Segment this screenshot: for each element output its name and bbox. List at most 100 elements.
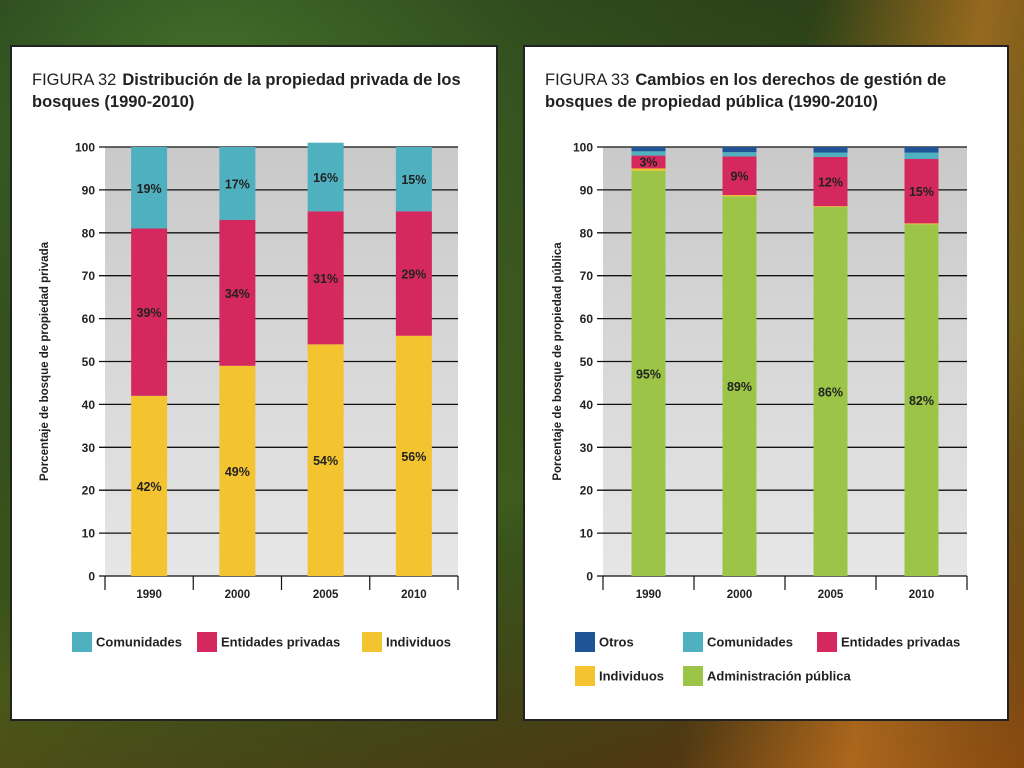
data-label: 89% — [727, 380, 752, 394]
legend-swatch — [575, 666, 595, 686]
x-tick-label: 2010 — [909, 589, 935, 601]
legend-label: Otros — [599, 634, 634, 650]
legend-item: Otros — [575, 632, 634, 652]
legend-label: Individuos — [386, 634, 451, 650]
legend-item: Entidades privadas — [817, 632, 960, 652]
data-label: 42% — [137, 480, 162, 494]
data-label: 49% — [225, 465, 250, 479]
x-tick-label: 2000 — [225, 589, 251, 601]
y-tick-label: 50 — [580, 355, 594, 369]
y-tick-label: 50 — [82, 355, 96, 369]
legend-swatch — [683, 632, 703, 652]
bar-segment — [131, 228, 168, 396]
x-tick-label: 2000 — [727, 589, 753, 601]
figure-32-panel: FIGURA 32 Distribución de la propiedad pr… — [10, 45, 498, 721]
y-tick-label: 100 — [75, 141, 95, 155]
figure-32-title: FIGURA 32 Distribución de la propiedad pr… — [32, 69, 482, 113]
data-label: 17% — [225, 177, 250, 191]
data-label: 15% — [909, 185, 934, 199]
legend-label: Individuos — [599, 668, 664, 684]
y-tick-label: 80 — [82, 226, 96, 240]
bar-segment — [395, 147, 432, 212]
figure-33-panel: FIGURA 33 Cambios en los derechos de gest… — [523, 45, 1009, 721]
legend-label: Administración pública — [707, 668, 851, 684]
legend-swatch — [72, 632, 92, 652]
legend-swatch — [197, 632, 217, 652]
y-tick-label: 100 — [573, 141, 593, 155]
y-tick-label: 30 — [580, 441, 594, 455]
legend-item: Individuos — [362, 632, 451, 652]
figure-33-chart: 0 10 20 30 40 50 60 70 80 90 100 1990 2000 2005 2010 95… — [552, 141, 968, 601]
y-axis-label: Porcentaje de bosque de propiedad privad… — [39, 241, 51, 481]
y-tick-label: 60 — [82, 312, 96, 326]
x-tick-label: 1990 — [636, 589, 662, 601]
data-label: 19% — [137, 182, 162, 196]
y-tick-label: 90 — [82, 183, 96, 197]
bar-segment — [219, 147, 256, 220]
y-tick-label: 20 — [82, 484, 96, 498]
bar-segment — [219, 219, 256, 366]
bar-segment — [631, 155, 666, 169]
y-tick-label: 20 — [580, 484, 594, 498]
y-tick-label: 30 — [82, 441, 96, 455]
bar-segment — [722, 156, 757, 196]
legend-label: Comunidades — [96, 634, 182, 650]
data-label: 54% — [313, 454, 338, 468]
legend-item: Entidades privadas — [197, 632, 340, 652]
legend-item: Comunidades — [72, 632, 182, 652]
x-tick-label: 1990 — [136, 589, 162, 601]
bar-segment — [904, 224, 939, 576]
data-label: 12% — [818, 176, 843, 190]
bar-segment — [395, 335, 432, 576]
bar-segment — [813, 147, 848, 153]
bar-segment — [631, 168, 666, 171]
y-tick-label: 60 — [580, 312, 594, 326]
legend-label: Entidades privadas — [221, 634, 341, 650]
bar-segment — [219, 365, 256, 576]
data-label: 29% — [401, 268, 426, 282]
y-tick-label: 0 — [88, 570, 95, 584]
data-label: 34% — [225, 287, 250, 301]
y-tick-label: 10 — [580, 527, 594, 541]
bar-segment — [722, 147, 757, 153]
figure-33-label: FIGURA 33 — [545, 71, 630, 89]
y-axis-label: Porcentaje de bosque de propiedad públic… — [552, 242, 564, 481]
legend-label: Comunidades — [707, 634, 793, 650]
bar-segment — [631, 170, 666, 576]
bar-segment — [307, 344, 344, 576]
x-tick-label: 2005 — [313, 589, 339, 601]
bar-segment — [722, 196, 757, 576]
figure-32-title-text: Distribución de la propiedad privada de … — [32, 71, 461, 111]
bar-segment — [813, 156, 848, 207]
figure-32-chart: 0 10 20 30 40 50 60 70 80 90 100 1990 2000 2005 2010 42… — [39, 141, 459, 601]
bar-segment — [631, 151, 666, 156]
bar-segment — [131, 147, 168, 229]
bar-segment — [813, 206, 848, 208]
bar-segment — [307, 211, 344, 345]
bar-segment — [813, 207, 848, 576]
figure-33-title-text: Cambios en los derechos de gestión de bo… — [545, 71, 947, 111]
data-label: 16% — [313, 171, 338, 185]
figure-33-title: FIGURA 33 Cambios en los derechos de gest… — [545, 69, 995, 113]
data-label: 86% — [818, 386, 843, 400]
bar-segment — [131, 395, 168, 576]
legend-item: Comunidades — [683, 632, 793, 652]
bar-segment — [904, 152, 939, 160]
bar-segment — [904, 223, 939, 225]
bar-segment — [307, 142, 344, 212]
bar-segment — [395, 211, 432, 336]
bar-segment — [904, 147, 939, 153]
y-tick-label: 70 — [82, 269, 96, 283]
legend-swatch — [575, 632, 595, 652]
legend-swatch — [362, 632, 382, 652]
x-tick-label: 2005 — [818, 589, 844, 601]
data-label: 3% — [639, 156, 657, 170]
legend-item: Administración pública — [683, 666, 851, 686]
legend-swatch — [683, 666, 703, 686]
data-label: 39% — [137, 306, 162, 320]
legend-label: Entidades privadas — [841, 634, 961, 650]
data-label: 95% — [636, 367, 661, 381]
data-label: 9% — [730, 170, 748, 184]
y-tick-label: 90 — [580, 183, 594, 197]
bar-segment — [722, 152, 757, 157]
